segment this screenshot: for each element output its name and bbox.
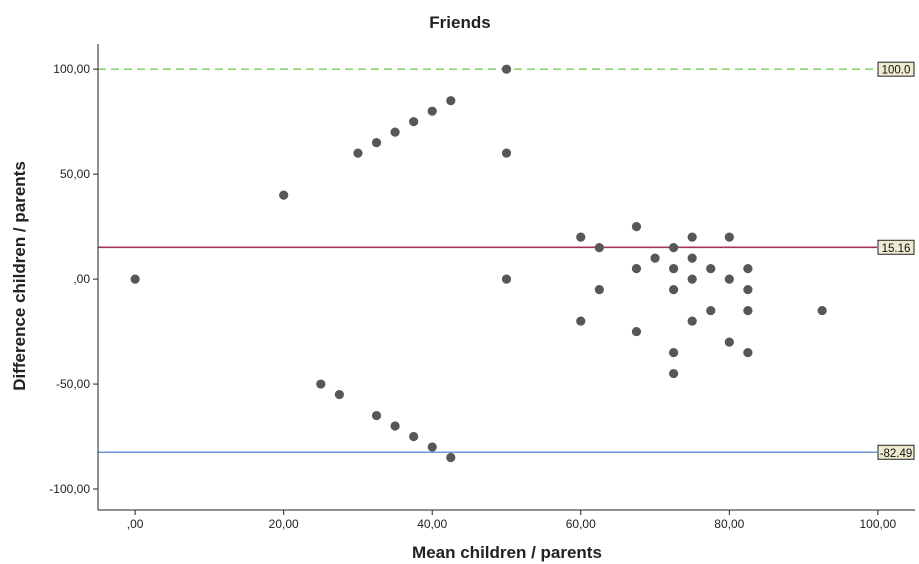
data-point	[576, 316, 586, 326]
data-point	[130, 274, 140, 284]
y-axis-ticks: 100,00 50,00 ,00 -50,00 -100,00	[49, 62, 98, 496]
data-point	[576, 232, 586, 242]
data-point	[594, 243, 604, 253]
reference-label-text: -82.49	[880, 448, 913, 460]
data-point	[687, 253, 697, 263]
data-points	[130, 64, 827, 463]
y-tick-label: 100,00	[53, 62, 90, 76]
reference-label-text: 100.0	[882, 65, 911, 77]
reference-line-label: -82.49	[877, 444, 915, 460]
data-point	[724, 337, 734, 347]
data-point	[743, 305, 753, 316]
data-point	[669, 347, 679, 358]
reference-label-text: 15.16	[882, 243, 911, 255]
data-point	[390, 421, 400, 431]
data-point	[669, 284, 679, 295]
reference-line-labels: 100.0 15.16 -82.49	[877, 61, 915, 460]
reference-line-label: 100.0	[877, 61, 915, 77]
reference-label-box	[877, 61, 915, 77]
data-point	[594, 284, 604, 295]
data-point	[427, 106, 437, 116]
data-point	[706, 264, 716, 274]
reference-line-label: 15.16	[877, 239, 915, 255]
data-point	[390, 127, 400, 137]
data-point	[706, 305, 716, 316]
data-point	[669, 243, 679, 253]
x-tick-label: 20,00	[269, 517, 299, 531]
data-point	[669, 368, 679, 379]
chart-title: Friends	[429, 13, 490, 32]
data-point	[334, 389, 344, 400]
x-tick-label: 100,00	[860, 517, 897, 531]
x-axis-title: Mean children / parents	[412, 543, 602, 562]
y-tick-label: 50,00	[60, 167, 90, 181]
data-point	[631, 264, 642, 274]
data-point	[743, 284, 753, 295]
reference-lines	[98, 68, 877, 454]
data-point	[501, 64, 512, 74]
data-point	[724, 274, 734, 284]
data-point	[446, 452, 456, 463]
data-point	[353, 148, 363, 158]
data-point	[631, 222, 642, 232]
data-point	[631, 326, 642, 337]
y-tick-label: -100,00	[49, 482, 90, 496]
data-point	[371, 138, 382, 148]
reference-label-box	[877, 444, 915, 460]
data-point	[409, 431, 419, 442]
data-point	[371, 410, 382, 421]
data-point	[687, 232, 697, 242]
reference-label-box	[877, 239, 915, 255]
data-point	[724, 232, 734, 242]
x-tick-label: 80,00	[714, 517, 744, 531]
y-axis-title: Difference children / parents	[10, 161, 29, 391]
data-point	[279, 190, 289, 200]
y-tick-label: ,00	[73, 272, 90, 286]
y-tick-label: -50,00	[56, 377, 90, 391]
data-point	[817, 305, 827, 316]
data-point	[687, 316, 697, 326]
data-point	[743, 264, 753, 274]
data-point	[650, 253, 660, 263]
x-tick-label: ,00	[127, 517, 144, 531]
data-point	[743, 347, 753, 358]
data-point	[409, 117, 419, 127]
data-point	[316, 379, 326, 389]
x-tick-label: 40,00	[417, 517, 447, 531]
data-point	[501, 148, 512, 158]
x-axis-ticks: ,00 20,00 40,00 60,00 80,00 100,00	[127, 510, 897, 531]
data-point	[427, 442, 437, 452]
data-point	[501, 274, 512, 284]
x-tick-label: 60,00	[566, 517, 596, 531]
data-point	[446, 96, 456, 106]
data-point	[669, 264, 679, 274]
data-point	[687, 274, 697, 284]
